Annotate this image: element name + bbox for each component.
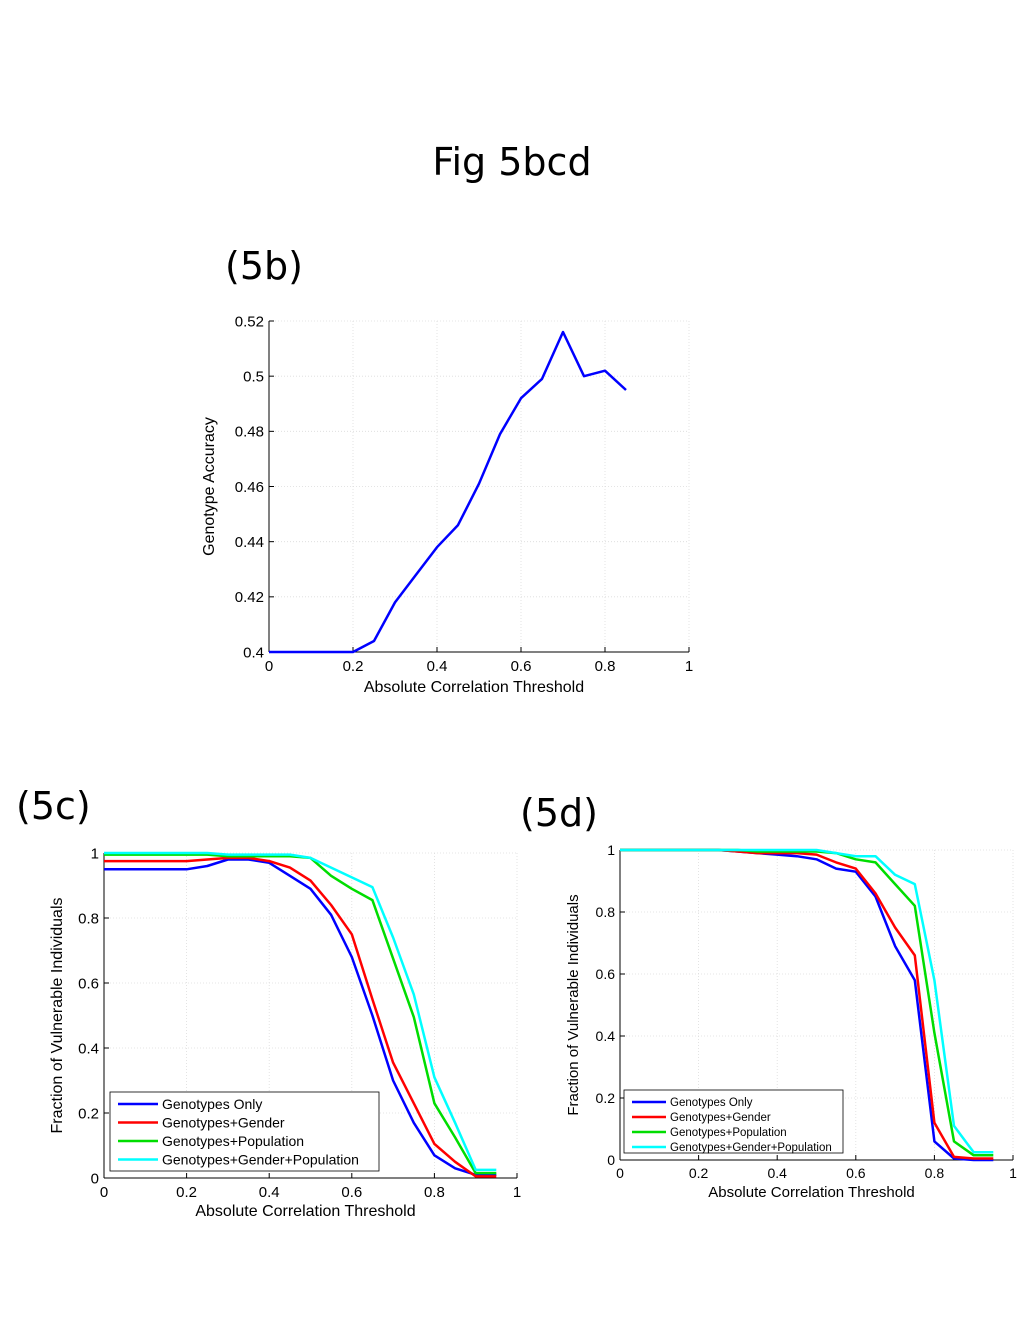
x-tick-label: 0.4 — [767, 1165, 787, 1181]
x-tick-label: 1 — [685, 658, 693, 675]
series-line-genotypes-gender-population — [620, 848, 994, 1154]
series-line-genotypes-gender-population — [104, 851, 497, 1172]
y-axis-label: Fraction of Vulnerable Individuals — [49, 898, 66, 1134]
series-line-genotypes-only — [104, 858, 497, 1177]
x-tick-label: 0.4 — [427, 658, 448, 675]
y-tick-label: 0.8 — [596, 904, 616, 920]
x-tick-label: 0.2 — [176, 1184, 197, 1201]
y-tick-label: 0.4 — [78, 1040, 99, 1057]
legend-entry: Genotypes Only — [670, 1097, 753, 1109]
y-tick-label: 1 — [607, 842, 615, 858]
legend-entry: Genotypes+Gender — [162, 1114, 285, 1130]
legend-entry: Genotypes+Gender+Population — [162, 1151, 359, 1167]
y-tick-label: 0.5 — [243, 368, 264, 385]
x-tick-label: 0 — [265, 658, 273, 675]
panel-label-5d: (5d) — [520, 791, 598, 835]
x-tick-label: 1 — [1009, 1165, 1017, 1181]
legend-entry: Genotypes+Gender+Population — [670, 1142, 832, 1154]
y-tick-label: 0.8 — [78, 910, 99, 927]
x-tick-label: 0.8 — [595, 658, 616, 675]
x-tick-label: 0.6 — [846, 1165, 866, 1181]
y-tick-label: 0.4 — [243, 644, 264, 661]
x-tick-label: 0.2 — [343, 658, 364, 675]
y-tick-label: 0.46 — [235, 479, 264, 496]
y-tick-label: 0.6 — [596, 966, 616, 982]
y-tick-label: 0.48 — [235, 424, 264, 441]
y-tick-label: 0.6 — [78, 975, 99, 992]
figure-title: Fig 5bcd — [432, 140, 592, 184]
y-tick-label: 0.2 — [78, 1105, 99, 1122]
y-tick-label: 0.2 — [596, 1090, 616, 1106]
chart-5b-group: 0 0.2 0.4 0.6 0.8 1 0.4 0.42 0.44 0.46 0.48 0.5 0.52… — [201, 313, 693, 696]
x-tick-label: 0.4 — [259, 1184, 280, 1201]
legend-entry: Genotypes Only — [162, 1096, 262, 1112]
series-line-genotypes-gender — [104, 856, 497, 1178]
x-tick-label: 0.8 — [925, 1165, 945, 1181]
y-axis-label: Fraction of Vulnerable Individuals — [565, 894, 582, 1115]
y-tick-label: 0 — [607, 1152, 615, 1168]
chart-5c-group: 0 0.2 0.4 0.6 0.8 1 0 0.2 0.4 0.6 0.8 1 Absolute Cor… — [49, 845, 521, 1220]
panel-label-5c: (5c) — [16, 784, 91, 828]
y-tick-label: 0.42 — [235, 589, 264, 606]
x-tick-label: 0.6 — [511, 658, 532, 675]
x-tick-label: 0 — [100, 1184, 108, 1201]
y-tick-label: 0.52 — [235, 313, 264, 330]
x-tick-label: 0.6 — [341, 1184, 362, 1201]
y-tick-label: 0 — [91, 1170, 99, 1187]
y-tick-label: 0.44 — [235, 534, 264, 551]
panel-label-5b: (5b) — [225, 244, 303, 288]
legend-entry: Genotypes+Population — [670, 1127, 787, 1139]
legend-entry: Genotypes+Gender — [670, 1112, 771, 1124]
x-axis-label: Absolute Correlation Threshold — [195, 1203, 415, 1220]
legend-box — [623, 1089, 844, 1154]
y-tick-label: 1 — [91, 845, 99, 862]
x-tick-label: 0.8 — [424, 1184, 445, 1201]
y-tick-label: 0.4 — [596, 1028, 616, 1044]
x-axis-label: Absolute Correlation Threshold — [364, 679, 584, 696]
y-axis-label: Genotype Accuracy — [201, 417, 218, 556]
series-line-genotype-accuracy — [269, 330, 627, 654]
x-tick-label: 0.2 — [689, 1165, 709, 1181]
x-tick-label: 0 — [616, 1165, 624, 1181]
x-tick-label: 1 — [513, 1184, 521, 1201]
x-axis-label: Absolute Correlation Threshold — [708, 1184, 915, 1201]
chart-5d-group: 0 0.2 0.4 0.6 0.8 1 0 0.2 0.4 0.6 0.8 1 Absolute Cor… — [565, 842, 1017, 1201]
legend-entry: Genotypes+Population — [162, 1133, 304, 1149]
